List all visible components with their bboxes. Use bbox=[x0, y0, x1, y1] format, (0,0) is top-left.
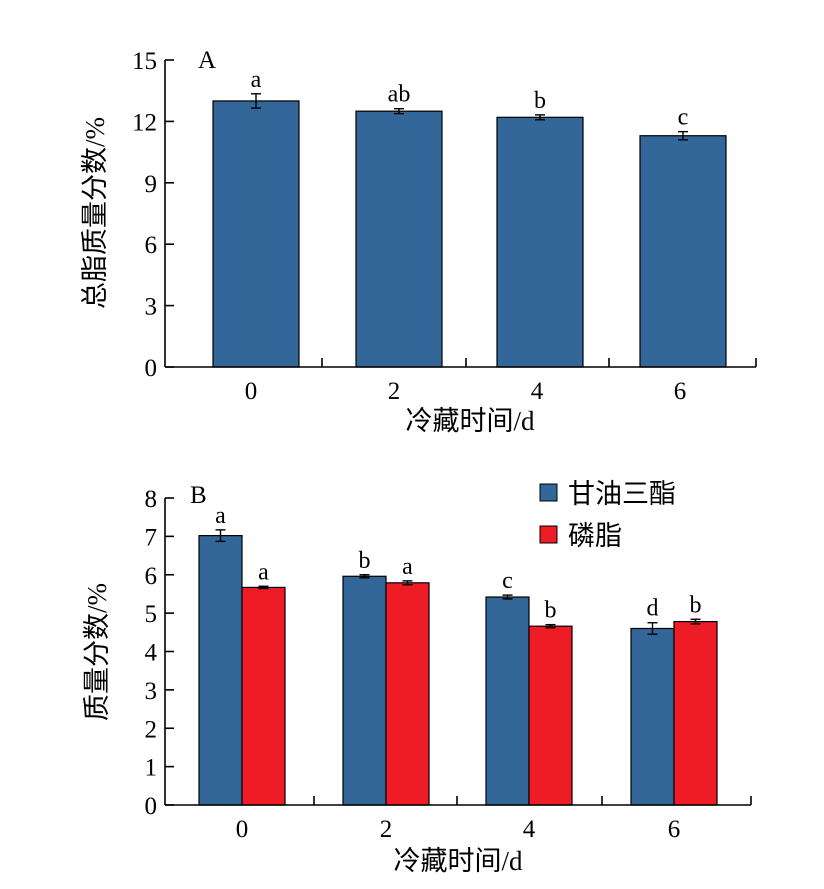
y-tick-label-b-2: 2 bbox=[145, 716, 158, 743]
panel-b-y-ticks: 0 1 2 3 4 5 6 7 8 bbox=[145, 486, 174, 820]
significance-letter-a-s0-1: ab bbox=[388, 82, 411, 108]
panel-b: a b c d a a b b 0 1 2 3 4 5 6 7 8 0 2 4 6 B 甘油三酯 磷脂 冷藏时间/d… bbox=[82, 479, 752, 876]
panel-b-error-bars bbox=[215, 529, 701, 635]
significance-letter-b-s1-0: a bbox=[258, 559, 269, 585]
legend-swatch-phospholipid bbox=[539, 525, 558, 544]
panel-b-x-ticks: 0 2 4 6 bbox=[236, 796, 752, 843]
bar-b-s0-0 bbox=[198, 535, 243, 806]
y-tick-label-a-6: 6 bbox=[145, 232, 158, 259]
bar-b-s0-6 bbox=[630, 627, 675, 806]
panel-a-y-ticks: 0 3 6 9 12 15 bbox=[132, 48, 174, 382]
bar-a-s0-6 bbox=[639, 135, 727, 368]
bar-b-s1-2 bbox=[385, 582, 430, 806]
y-tick-label-b-6: 6 bbox=[145, 563, 158, 590]
panel-a-significance-letters: a ab b c bbox=[251, 67, 689, 131]
y-tick-label-a-9: 9 bbox=[145, 171, 158, 198]
x-tick-label-b-6: 6 bbox=[668, 816, 681, 843]
panel-a-x-axis-title: 冷藏时间/d bbox=[405, 406, 535, 436]
bar-b-s1-0 bbox=[241, 586, 286, 806]
significance-letter-b-s1-1: a bbox=[402, 554, 413, 580]
significance-letter-b-s0-0: a bbox=[215, 503, 226, 529]
x-tick-label-a-6: 6 bbox=[674, 378, 687, 405]
bar-b-s1-4 bbox=[528, 625, 573, 806]
y-tick-label-b-7: 7 bbox=[145, 524, 158, 551]
panel-a-label: A bbox=[198, 47, 216, 74]
y-tick-label-b-0: 0 bbox=[145, 793, 158, 820]
bar-a-s0-4 bbox=[496, 116, 584, 368]
bar-a-s0-0 bbox=[212, 100, 300, 368]
significance-letter-b-s0-2: c bbox=[502, 568, 513, 594]
y-tick-label-b-3: 3 bbox=[145, 678, 158, 705]
y-tick-label-a-15: 15 bbox=[132, 48, 157, 75]
significance-letter-b-s0-3: d bbox=[647, 596, 659, 622]
panel-a-y-axis-title: 总脂质量分数/% bbox=[80, 117, 110, 309]
panel-a-error-bars bbox=[251, 93, 688, 141]
panel-a: a ab b c 0 3 6 9 12 15 0 2 4 6 A 冷藏时间/d 总脂质量分数/% bbox=[80, 47, 757, 436]
legend-label-phospholipid: 磷脂 bbox=[568, 521, 622, 551]
bar-b-s0-2 bbox=[342, 575, 387, 806]
x-tick-label-a-2: 2 bbox=[388, 378, 401, 405]
y-tick-label-b-8: 8 bbox=[145, 486, 158, 513]
significance-letter-a-s0-2: b bbox=[534, 88, 546, 114]
significance-letter-a-s0-0: a bbox=[251, 67, 262, 93]
bar-b-s1-6 bbox=[673, 620, 718, 806]
x-tick-label-a-0: 0 bbox=[245, 378, 258, 405]
significance-letter-b-s0-1: b bbox=[359, 548, 371, 574]
panel-b-y-axis-title: 质量分数/% bbox=[82, 583, 112, 721]
x-tick-label-a-4: 4 bbox=[531, 378, 544, 405]
y-tick-label-a-12: 12 bbox=[132, 109, 157, 136]
panel-a-x-ticks: 0 2 4 6 bbox=[245, 358, 757, 405]
significance-letter-b-s1-2: b bbox=[545, 598, 557, 624]
x-tick-label-b-0: 0 bbox=[236, 816, 249, 843]
legend: 甘油三酯 磷脂 bbox=[539, 479, 676, 551]
y-tick-label-b-4: 4 bbox=[145, 640, 158, 667]
bar-a-s0-2 bbox=[355, 110, 443, 368]
y-tick-label-a-0: 0 bbox=[145, 355, 158, 382]
bar-b-s0-4 bbox=[485, 596, 530, 806]
y-tick-label-b-5: 5 bbox=[145, 601, 158, 628]
panel-b-significance-letters: a b c d a a b b bbox=[215, 503, 701, 624]
y-tick-label-a-3: 3 bbox=[145, 294, 158, 321]
x-tick-label-b-2: 2 bbox=[380, 816, 393, 843]
panel-b-label: B bbox=[190, 482, 207, 509]
significance-letter-b-s1-3: b bbox=[690, 592, 702, 618]
significance-letter-a-s0-3: c bbox=[678, 105, 689, 131]
legend-label-triglyceride: 甘油三酯 bbox=[568, 479, 676, 509]
x-tick-label-b-4: 4 bbox=[523, 816, 536, 843]
legend-swatch-triglyceride bbox=[539, 483, 558, 502]
panel-b-bars bbox=[198, 535, 718, 806]
panel-b-x-axis-title: 冷藏时间/d bbox=[393, 846, 523, 876]
y-tick-label-b-1: 1 bbox=[145, 755, 158, 782]
panel-a-bars bbox=[212, 100, 727, 368]
